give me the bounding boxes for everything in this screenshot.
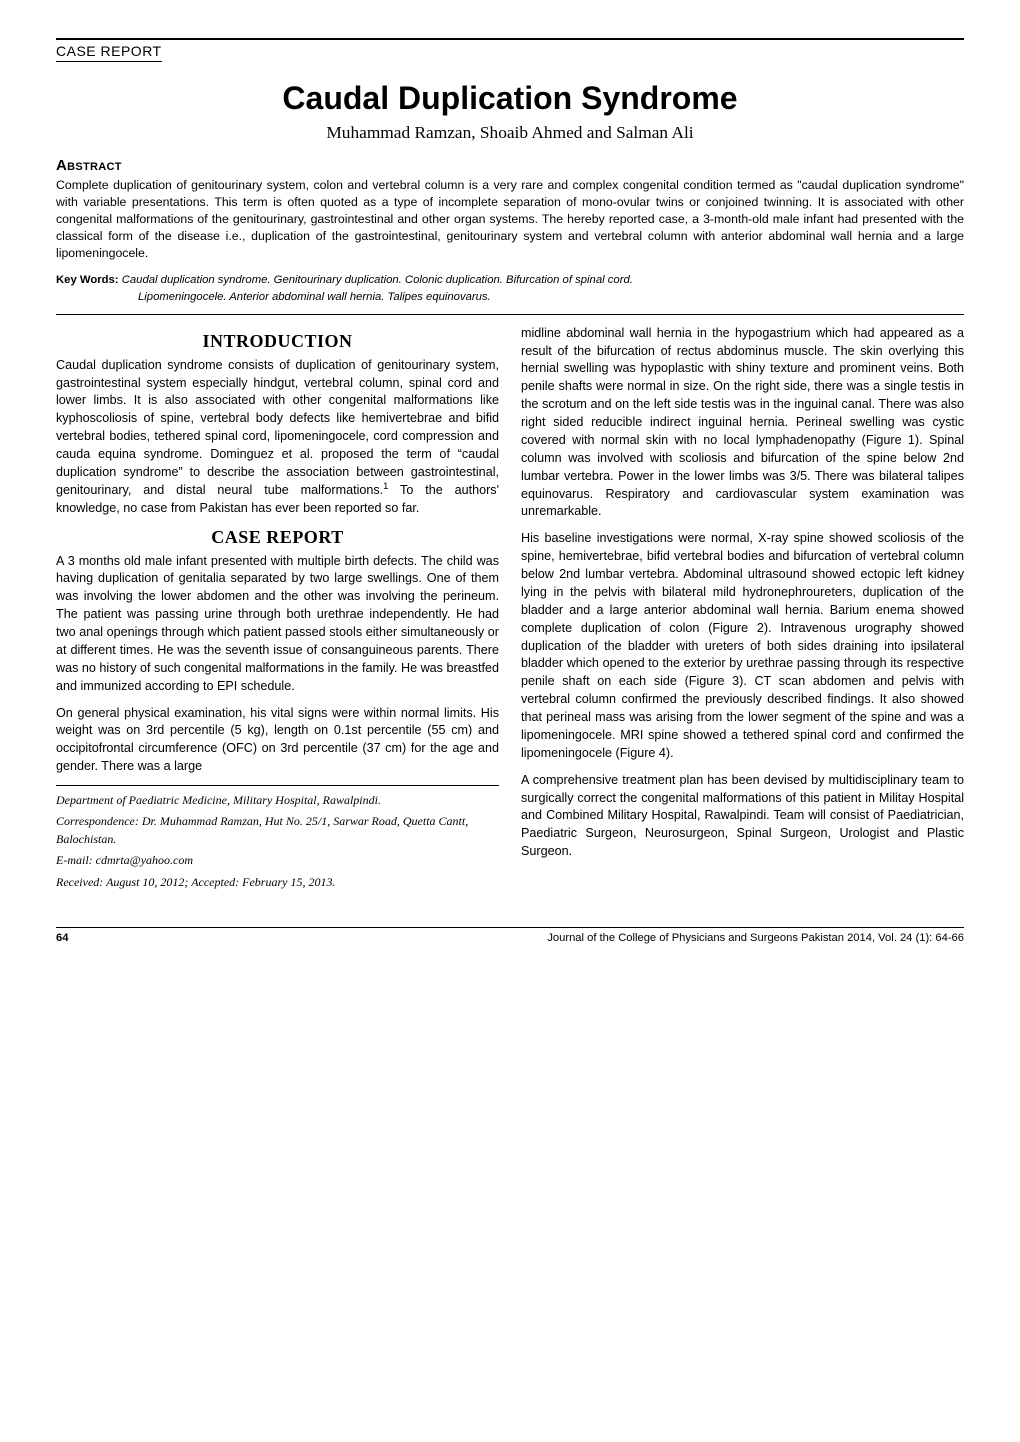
keywords-label: Key Words: [56, 274, 119, 286]
right-column: midline abdominal wall hernia in the hyp… [521, 325, 964, 895]
case-report-heading: CASE REPORT [56, 527, 499, 548]
page-number: 64 [56, 932, 68, 944]
introduction-para: Caudal duplication syndrome consists of … [56, 357, 499, 518]
section-label: CASE REPORT [56, 43, 162, 62]
abstract-heading: Abstract [56, 157, 964, 174]
affiliation-block: Department of Paediatric Medicine, Milit… [56, 785, 499, 891]
affil-received: Received: August 10, 2012; Accepted: Feb… [56, 874, 499, 891]
affil-department: Department of Paediatric Medicine, Milit… [56, 792, 499, 809]
case-report-para-1: A 3 months old male infant presented wit… [56, 553, 499, 696]
right-para-3: A comprehensive treatment plan has been … [521, 772, 964, 861]
journal-info: Journal of the College of Physicians and… [547, 932, 964, 944]
top-rule [56, 38, 964, 40]
abstract-block: Abstract Complete duplication of genitou… [56, 157, 964, 262]
right-para-1: midline abdominal wall hernia in the hyp… [521, 325, 964, 522]
page-footer: 64 Journal of the College of Physicians … [56, 927, 964, 944]
article-title: Caudal Duplication Syndrome [56, 80, 964, 117]
affil-correspondence: Correspondence: Dr. Muhammad Ramzan, Hut… [56, 813, 499, 848]
affil-email: E-mail: cdmrta@yahoo.com [56, 852, 499, 869]
right-para-2: His baseline investigations were normal,… [521, 530, 964, 762]
left-column: INTRODUCTION Caudal duplication syndrome… [56, 325, 499, 895]
intro-text-a: Caudal duplication syndrome consists of … [56, 358, 499, 497]
keywords-line-1: Caudal duplication syndrome. Genitourina… [122, 274, 633, 286]
two-column-body: INTRODUCTION Caudal duplication syndrome… [56, 325, 964, 895]
abstract-text: Complete duplication of genitourinary sy… [56, 177, 964, 262]
introduction-heading: INTRODUCTION [56, 331, 499, 352]
keywords: Key Words: Caudal duplication syndrome. … [56, 272, 964, 315]
authors: Muhammad Ramzan, Shoaib Ahmed and Salman… [56, 123, 964, 143]
keywords-line-2: Lipomeningocele. Anterior abdominal wall… [138, 291, 491, 303]
case-report-para-2: On general physical examination, his vit… [56, 705, 499, 777]
